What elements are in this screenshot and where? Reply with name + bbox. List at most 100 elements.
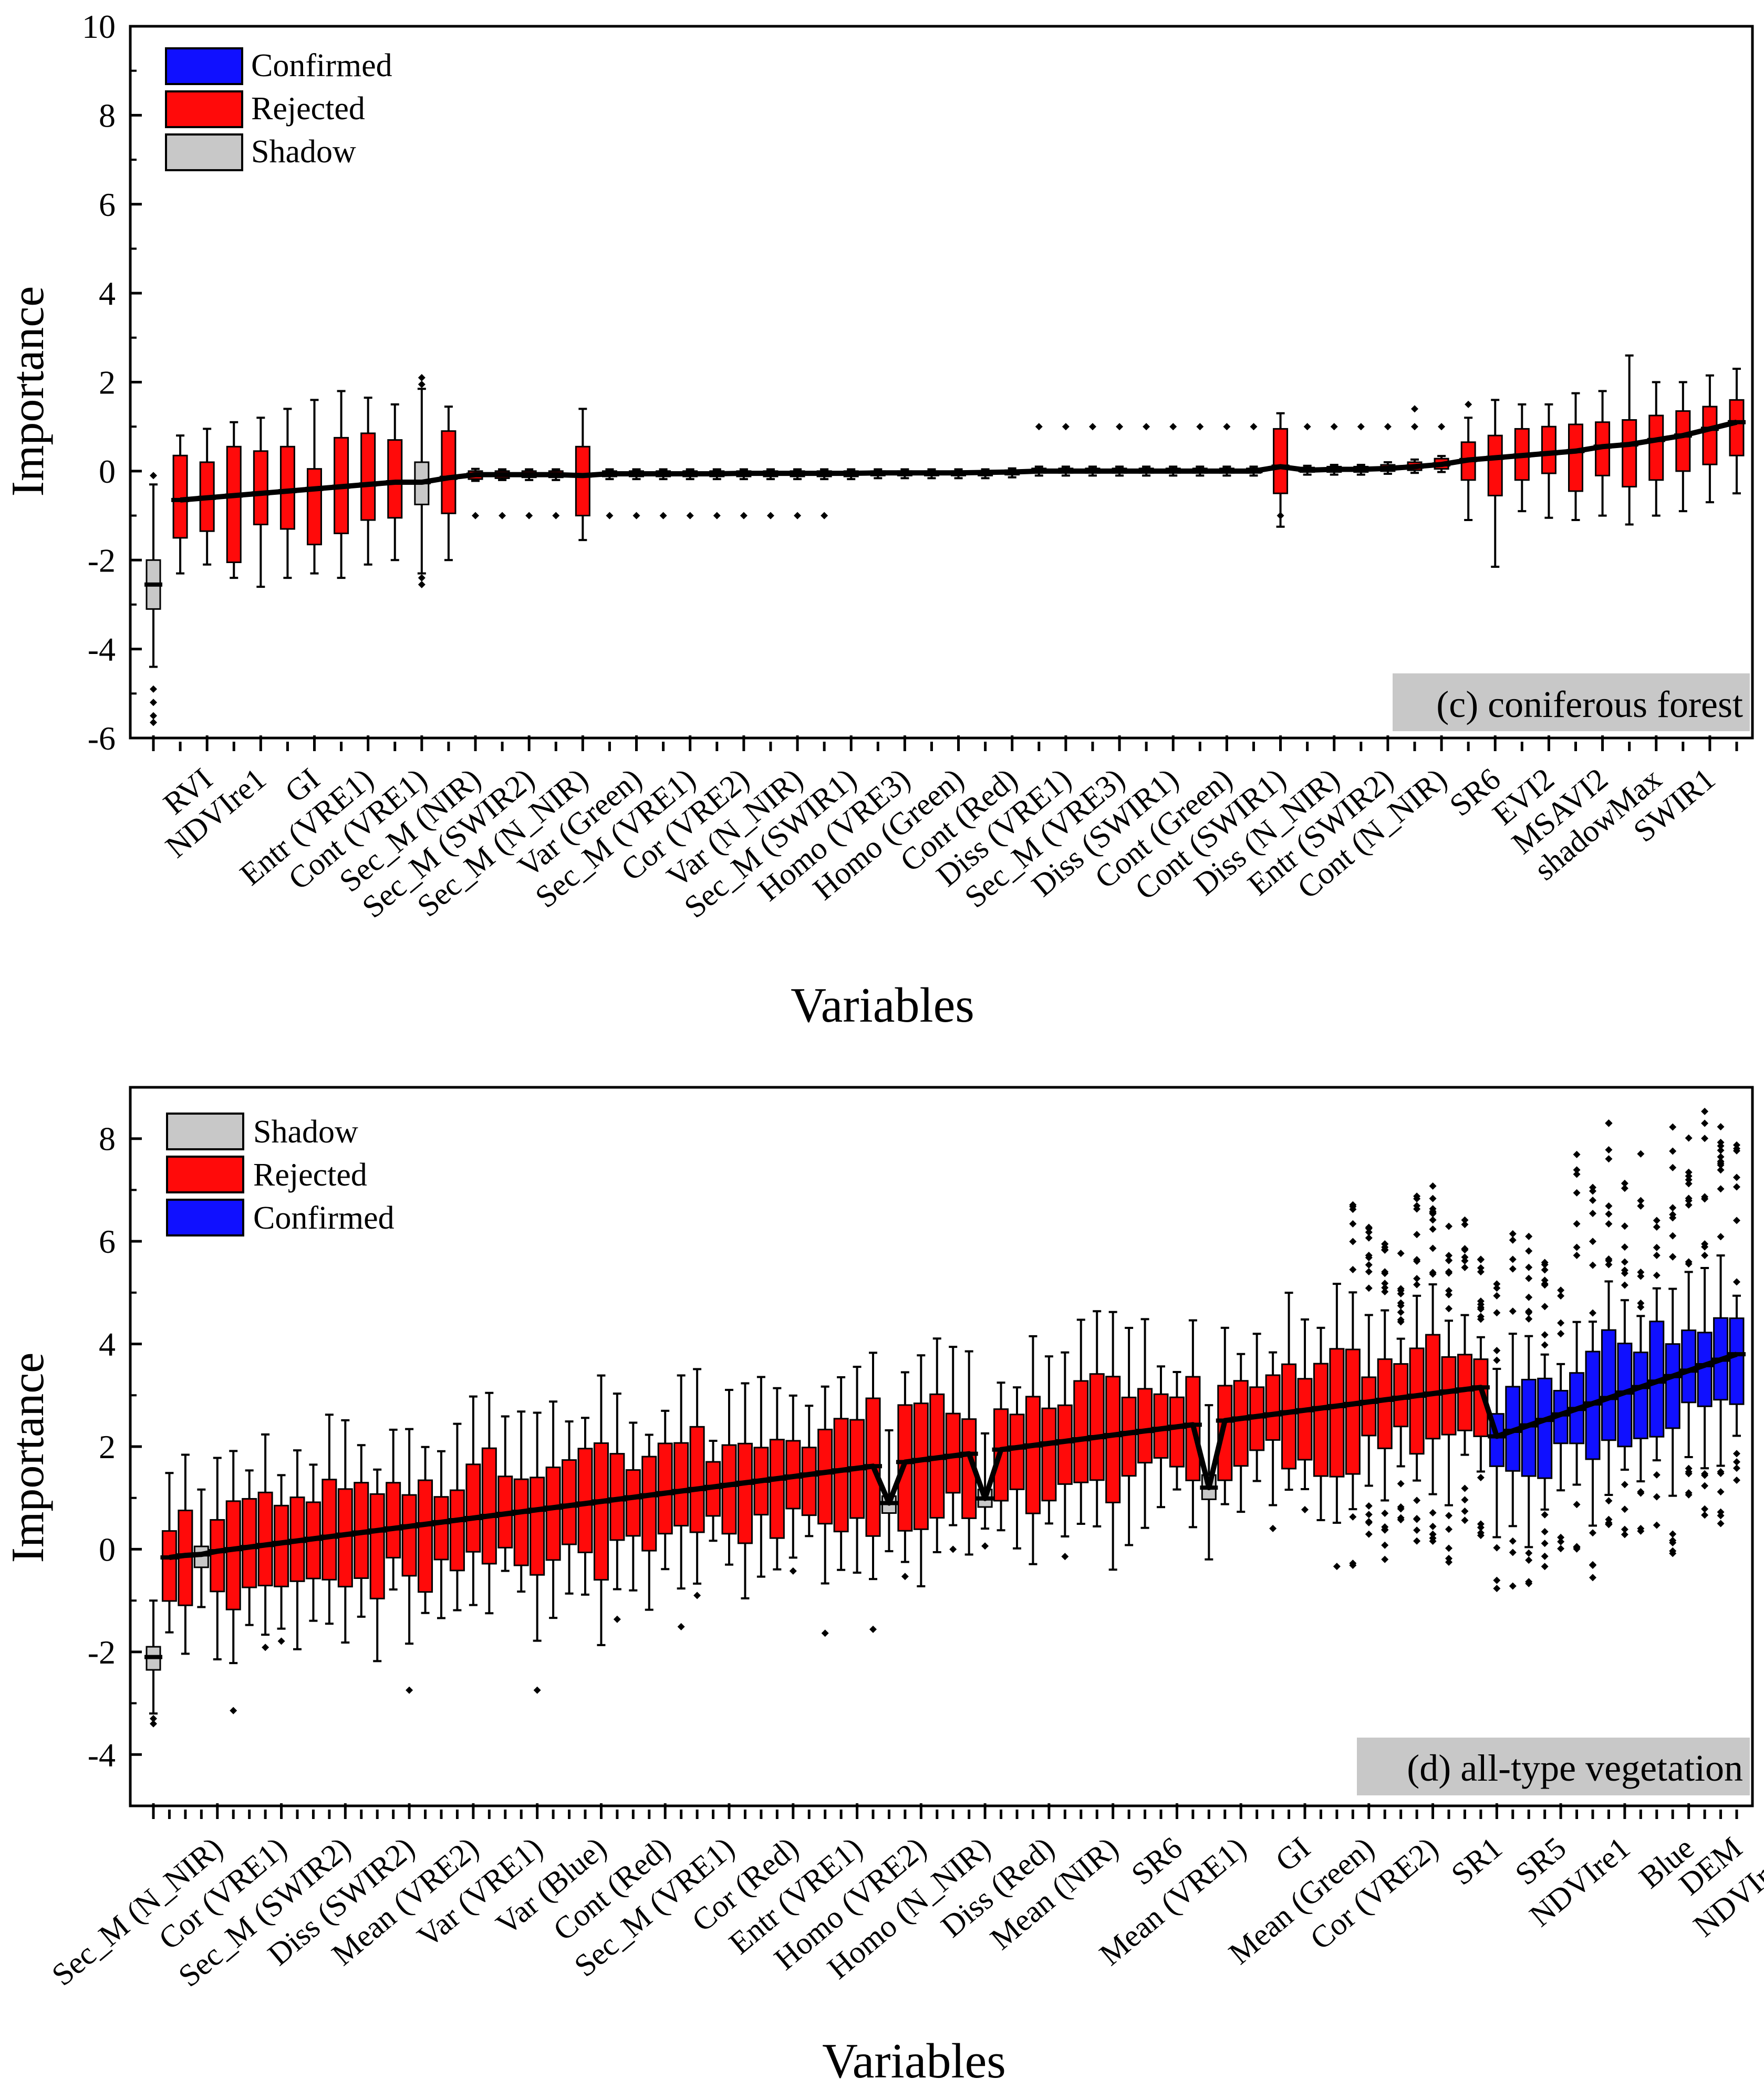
outlier-point	[1397, 1299, 1405, 1307]
box-rejected	[1218, 423, 1236, 477]
outlier-point	[1493, 1284, 1501, 1292]
outlier-point	[1733, 1183, 1740, 1191]
box-rejected	[1620, 354, 1638, 526]
outlier-point	[1196, 423, 1204, 431]
outlier-point	[677, 1623, 685, 1630]
outlier-point	[1429, 1208, 1437, 1215]
legend-swatch-rejected	[166, 1156, 244, 1193]
median-trend-line	[180, 419, 1738, 503]
outlier-point	[1733, 1458, 1740, 1466]
outlier-point	[1445, 1305, 1452, 1313]
outlier-point	[1061, 1553, 1069, 1561]
outlier-point	[1637, 1525, 1645, 1533]
box-body	[386, 1482, 401, 1558]
outlier-point	[1605, 1521, 1613, 1529]
outlier-point	[1397, 1287, 1405, 1295]
box-body	[1073, 1380, 1089, 1483]
box-rejected	[672, 1374, 690, 1630]
outlier-point	[713, 512, 721, 519]
box-rejected	[624, 1421, 642, 1592]
outlier-point	[1573, 1166, 1581, 1174]
box-rejected	[681, 468, 699, 519]
outlier-point	[1429, 1269, 1437, 1276]
outlier-point	[418, 374, 426, 382]
outlier-point	[1589, 1261, 1596, 1269]
box-body	[1361, 1376, 1377, 1437]
outlier-point	[606, 512, 614, 519]
outlier-point	[1525, 1274, 1533, 1282]
outlier-point	[1461, 1253, 1469, 1261]
box-rejected	[720, 1389, 738, 1566]
outlier-point	[1573, 1220, 1581, 1228]
outlier-point	[1685, 1197, 1693, 1204]
box-rejected	[640, 1433, 658, 1611]
outlier-point	[1413, 1515, 1421, 1523]
outlier-point	[1493, 1544, 1501, 1552]
outlier-point	[1589, 1197, 1596, 1204]
box-shadow	[192, 1488, 211, 1608]
outlier-point	[1525, 1307, 1533, 1315]
box-rejected	[1104, 1311, 1122, 1571]
outlier-point	[1541, 1527, 1549, 1535]
outlier-point	[1509, 1265, 1517, 1273]
y-tick-label: 2	[99, 1428, 116, 1466]
outlier-point	[1685, 1168, 1693, 1176]
box-rejected	[1216, 1326, 1234, 1505]
box-rejected	[1164, 423, 1182, 477]
outlier-point	[1429, 1530, 1437, 1538]
outlier-point	[525, 512, 533, 519]
box-rejected	[1030, 423, 1048, 477]
outlier-point	[1062, 423, 1070, 431]
outlier-point	[1717, 1123, 1725, 1131]
box-rejected	[654, 468, 672, 519]
outlier-point	[1116, 423, 1124, 431]
x-axis-title: Variables	[791, 978, 974, 1033]
box-body	[721, 1444, 737, 1535]
outlier-point	[1717, 1520, 1725, 1527]
box-rejected	[1136, 1318, 1154, 1529]
outlier-point	[1493, 1309, 1501, 1317]
y-tick-label: -4	[88, 1736, 116, 1773]
outlier-point	[1301, 1505, 1309, 1513]
outlier-point	[1413, 1281, 1421, 1288]
box-rejected	[1728, 368, 1746, 495]
box-rejected	[160, 1472, 179, 1634]
box-rejected	[1405, 405, 1424, 474]
outlier-point	[552, 512, 560, 519]
box-body	[641, 1456, 657, 1552]
box-body	[593, 1442, 609, 1581]
outlier-point	[1605, 1256, 1613, 1264]
outlier-point	[1477, 1313, 1485, 1321]
box-rejected	[1191, 423, 1209, 477]
outlier-point	[1685, 1180, 1693, 1188]
outlier-point	[533, 1686, 541, 1694]
box-rejected	[1248, 1333, 1266, 1482]
box-rejected	[608, 1392, 626, 1623]
outlier-point	[1365, 1254, 1373, 1262]
box-rejected	[416, 1446, 434, 1614]
box-rejected	[800, 1405, 818, 1537]
box-rejected	[1674, 381, 1692, 513]
box-body	[833, 1418, 849, 1533]
outlier-point	[1525, 1232, 1533, 1240]
outlier-point	[1701, 1240, 1709, 1248]
outlier-point	[1717, 1153, 1725, 1161]
outlier-point	[869, 1625, 877, 1633]
outlier-point	[1493, 1576, 1501, 1584]
outlier-point	[1717, 1233, 1725, 1241]
box-shadow	[144, 472, 162, 726]
outlier-point	[1429, 1225, 1437, 1233]
outlier-point	[1637, 1272, 1645, 1280]
box-rejected	[225, 421, 243, 579]
outlier-point	[1653, 1251, 1661, 1259]
outlier-point	[1573, 1189, 1581, 1197]
outlier-point	[1365, 1234, 1373, 1242]
box-body	[1025, 1396, 1041, 1514]
outlier-point	[1621, 1531, 1628, 1539]
y-tick-label: -4	[88, 631, 116, 668]
box-body	[465, 1463, 481, 1553]
y-axis-title: Importance	[3, 286, 54, 497]
outlier-point	[1330, 423, 1338, 431]
outlier-point	[1717, 1146, 1725, 1154]
box-rejected	[1280, 1292, 1298, 1491]
